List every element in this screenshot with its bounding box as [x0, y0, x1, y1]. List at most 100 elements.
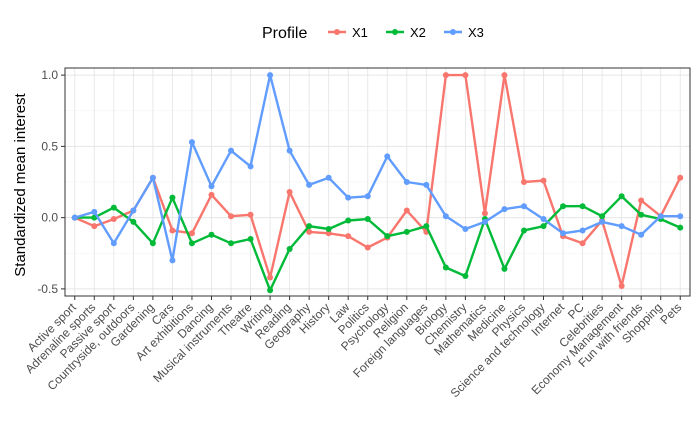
data-point-X3 — [638, 231, 645, 238]
data-point-X1 — [188, 230, 195, 237]
data-point-X1 — [91, 223, 98, 230]
data-point-X3 — [306, 181, 313, 188]
legend-items: X1 X2 X3 — [328, 25, 484, 40]
data-point-X1 — [345, 233, 352, 240]
data-point-X1 — [228, 213, 235, 220]
data-point-X2 — [442, 264, 449, 271]
data-point-X1 — [247, 211, 254, 218]
plot-border — [64, 67, 691, 297]
data-point-X1 — [579, 240, 586, 247]
data-point-X1 — [638, 197, 645, 204]
data-point-X1 — [501, 72, 508, 79]
data-point-X2 — [188, 240, 195, 247]
data-point-X3 — [267, 72, 274, 79]
data-point-X1 — [110, 216, 117, 223]
data-point-X2 — [599, 213, 606, 220]
data-point-X2 — [560, 203, 567, 210]
data-point-X2 — [384, 233, 391, 240]
data-point-X2 — [306, 223, 313, 230]
y-tick-label: 1.0 — [41, 68, 58, 82]
data-point-X2 — [462, 273, 469, 280]
data-point-X3 — [442, 213, 449, 220]
data-point-X2 — [677, 224, 684, 231]
data-point-X2 — [540, 223, 547, 230]
data-point-X3 — [520, 203, 527, 210]
data-point-X3 — [325, 174, 332, 181]
data-point-X3 — [208, 183, 215, 190]
legend-marker-X3 — [450, 29, 456, 35]
data-point-X1 — [325, 230, 332, 237]
data-point-X3 — [618, 223, 625, 230]
data-point-X2 — [520, 227, 527, 234]
data-point-X1 — [208, 191, 215, 198]
data-point-X2 — [286, 245, 293, 252]
data-point-X3 — [481, 218, 488, 225]
data-point-X3 — [247, 163, 254, 170]
data-point-X3 — [286, 147, 293, 154]
data-point-X2 — [364, 216, 371, 223]
data-point-X1 — [364, 244, 371, 251]
data-point-X1 — [677, 174, 684, 181]
data-point-X3 — [228, 147, 235, 154]
data-point-X2 — [423, 223, 430, 230]
y-tick-label: 0.0 — [41, 211, 58, 225]
legend-label-X3: X3 — [468, 25, 484, 40]
data-point-X2 — [618, 193, 625, 200]
data-point-X3 — [169, 257, 176, 264]
data-point-X1 — [306, 228, 313, 235]
data-point-X1 — [267, 274, 274, 281]
data-point-X3 — [599, 218, 606, 225]
data-point-X3 — [657, 213, 664, 220]
data-point-X3 — [345, 194, 352, 201]
data-point-X2 — [110, 204, 117, 211]
data-point-X3 — [403, 179, 410, 185]
data-point-X3 — [501, 206, 508, 213]
legend-label-X1: X1 — [352, 25, 368, 40]
data-point-X1 — [540, 177, 547, 184]
legend-title: Profile — [262, 25, 307, 42]
data-point-X1 — [169, 227, 176, 234]
data-point-X2 — [403, 228, 410, 235]
data-point-X3 — [384, 153, 391, 160]
data-point-X1 — [481, 210, 488, 217]
data-point-X3 — [110, 240, 117, 247]
data-point-X2 — [228, 240, 235, 247]
data-point-X2 — [325, 226, 332, 233]
data-point-X2 — [149, 240, 156, 247]
data-point-X3 — [91, 208, 98, 215]
data-point-X2 — [579, 203, 586, 210]
data-point-X2 — [638, 211, 645, 218]
series-X3 — [71, 72, 684, 264]
data-point-X3 — [71, 214, 78, 221]
y-tick-label: 0.5 — [41, 139, 58, 153]
data-point-X2 — [169, 194, 176, 201]
data-point-X1 — [462, 72, 469, 79]
data-point-X3 — [579, 227, 586, 234]
data-point-X2 — [345, 217, 352, 224]
data-point-X3 — [677, 213, 684, 220]
legend-label-X2: X2 — [410, 25, 426, 40]
data-point-X2 — [130, 218, 137, 225]
legend-marker-X2 — [392, 29, 398, 35]
series-line-X3 — [74, 73, 681, 262]
data-point-X3 — [462, 226, 469, 233]
data-point-X2 — [208, 231, 215, 238]
data-point-X2 — [247, 236, 254, 242]
data-point-X3 — [130, 207, 137, 214]
data-point-X3 — [423, 181, 430, 188]
legend: Profile X1 X2 X3 — [262, 25, 484, 42]
y-tick-label: -0.5 — [37, 282, 58, 296]
data-point-X2 — [267, 287, 274, 294]
data-point-X1 — [520, 179, 527, 185]
data-point-X3 — [188, 139, 195, 146]
data-point-X1 — [286, 188, 293, 195]
series-line-X1 — [74, 73, 682, 288]
y-axis-title: Standardized mean interest — [12, 92, 29, 276]
data-point-X1 — [403, 207, 410, 214]
data-point-X3 — [364, 193, 371, 200]
data-point-X3 — [540, 216, 547, 223]
data-point-X1 — [618, 283, 625, 290]
legend-marker-X1 — [334, 29, 340, 35]
